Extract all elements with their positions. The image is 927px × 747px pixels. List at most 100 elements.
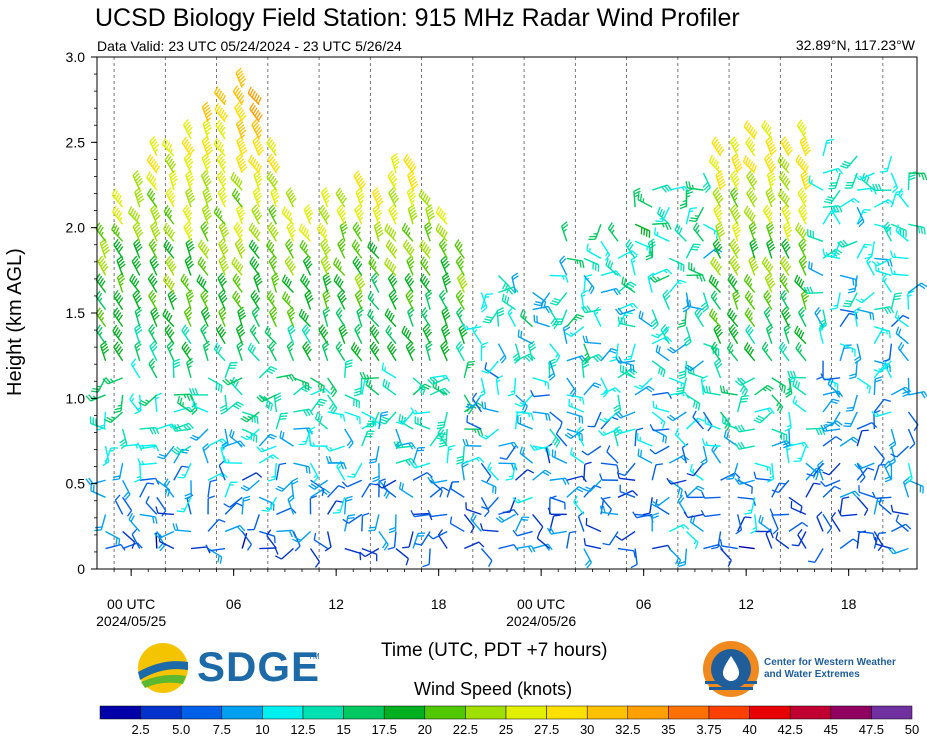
- wind-barb: [261, 496, 277, 512]
- wind-barb: [275, 479, 294, 492]
- barb-staff: [570, 453, 585, 464]
- barb-flag: [829, 379, 834, 387]
- barb-flag: [513, 463, 518, 471]
- barb-flag: [150, 158, 156, 166]
- wind-barb: [853, 306, 861, 327]
- barb-flag: [785, 393, 793, 398]
- barb-flag: [505, 478, 513, 481]
- barb-staff: [344, 515, 349, 532]
- barb-flag: [746, 309, 752, 317]
- barb-staff: [685, 394, 701, 405]
- barb-staff: [607, 228, 619, 242]
- barb-flag: [675, 557, 680, 565]
- barb-flag: [308, 466, 311, 474]
- barb-staff: [356, 311, 363, 327]
- wind-barb: [154, 392, 162, 413]
- barb-staff: [779, 278, 790, 293]
- barb-flag: [637, 192, 640, 200]
- barb-flag: [549, 364, 556, 369]
- barb-flag: [220, 192, 227, 199]
- wind-barb: [625, 239, 636, 259]
- barb-flag: [232, 290, 238, 298]
- barb-flag: [737, 442, 743, 449]
- barb-staff: [355, 191, 363, 208]
- barb-staff: [822, 205, 840, 208]
- barb-flag: [753, 131, 758, 139]
- barb-flag: [443, 231, 448, 239]
- barb-staff: [532, 513, 544, 528]
- barb-flag: [186, 189, 193, 196]
- wind-barb: [205, 544, 226, 552]
- wind-barb: [435, 223, 448, 242]
- barb-flag: [442, 486, 449, 492]
- barb-staff: [703, 247, 717, 259]
- barb-flag: [714, 161, 720, 169]
- barb-flag: [623, 317, 626, 325]
- barb-staff: [520, 394, 534, 407]
- wind-barb: [805, 482, 821, 498]
- barb-flag: [362, 512, 370, 517]
- barb-flag: [279, 462, 287, 466]
- barb-staff: [799, 445, 807, 462]
- barb-flag: [388, 526, 396, 531]
- barb-flag: [412, 183, 419, 190]
- barb-flag: [151, 294, 157, 302]
- barb-flag: [233, 221, 239, 229]
- barb-flag: [400, 420, 405, 423]
- barb-staff: [727, 279, 739, 293]
- barb-flag: [513, 544, 519, 551]
- wind-barb: [99, 238, 110, 259]
- wind-barb: [395, 457, 417, 467]
- barb-flag: [102, 246, 110, 252]
- barb-flag: [680, 456, 687, 462]
- wind-barb: [338, 323, 348, 344]
- barb-flag: [689, 464, 693, 472]
- wind-barb: [685, 180, 704, 191]
- barb-flag: [269, 343, 276, 350]
- barb-staff: [496, 310, 500, 327]
- barb-flag: [889, 461, 896, 467]
- barb-flag: [304, 206, 311, 213]
- barb-flag: [623, 278, 627, 286]
- barb-flag: [732, 243, 738, 250]
- wind-barb: [367, 240, 380, 259]
- barb-staff: [382, 385, 397, 396]
- barb-flag: [654, 227, 656, 235]
- barb-flag: [232, 378, 238, 386]
- barb-flag: [482, 320, 490, 324]
- wind-barb: [764, 272, 776, 293]
- barb-staff: [688, 371, 704, 379]
- barb-flag: [728, 310, 734, 317]
- barb-flag: [524, 405, 528, 413]
- barb-staff: [346, 479, 363, 488]
- barb-staff: [687, 305, 704, 311]
- barb-flag: [547, 382, 550, 390]
- barb-flag: [871, 422, 878, 429]
- barb-staff: [200, 226, 209, 242]
- barb-flag: [151, 331, 155, 336]
- barb-flag: [789, 370, 794, 378]
- barb-flag: [801, 172, 808, 179]
- barb-flag: [237, 155, 244, 162]
- wind-barb: [839, 312, 857, 328]
- barb-flag: [655, 344, 659, 352]
- barb-flag: [350, 342, 356, 349]
- barb-flag: [889, 364, 892, 373]
- barb-flag: [422, 563, 430, 568]
- wind-barb: [214, 103, 229, 123]
- barb-staff: [704, 513, 721, 518]
- barb-flag: [299, 239, 304, 247]
- wind-barb: [171, 445, 192, 455]
- wind-barb: [186, 357, 194, 379]
- wind-barb: [549, 411, 563, 429]
- wind-barb: [479, 523, 499, 533]
- barb-flag: [291, 480, 299, 485]
- wind-barb: [754, 407, 775, 415]
- wind-barb: [378, 479, 390, 499]
- barb-flag: [768, 131, 772, 136]
- barb-flag: [731, 138, 737, 145]
- barb-flag: [577, 431, 582, 435]
- wind-barb: [765, 187, 776, 208]
- barb-flag: [186, 143, 192, 151]
- barb-flag: [564, 332, 572, 337]
